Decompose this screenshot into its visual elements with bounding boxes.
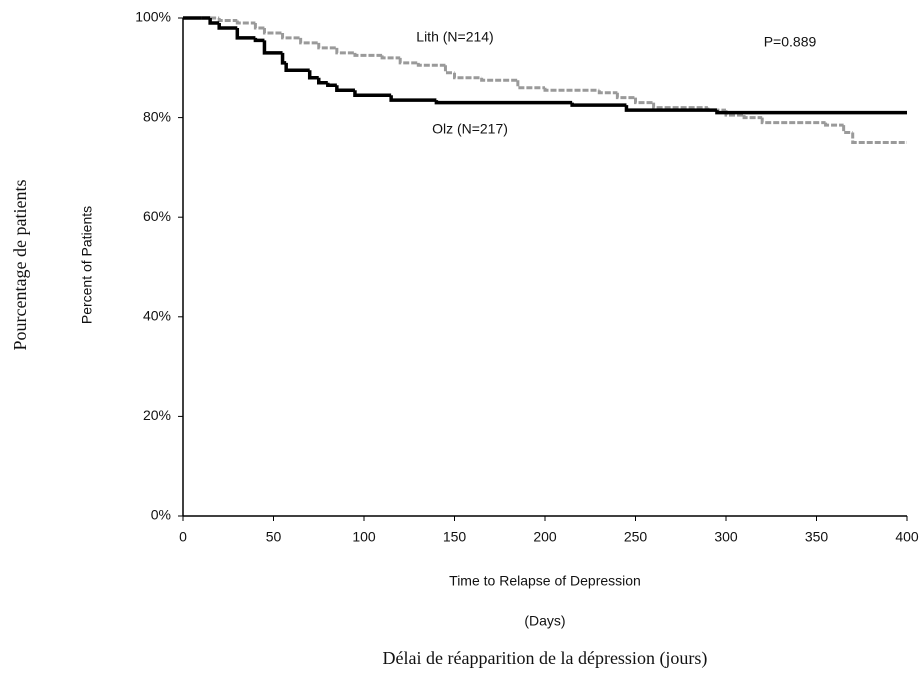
survival-step (208, 18, 220, 25)
survival-step (453, 72, 482, 80)
survival-step (624, 105, 717, 112)
x-tick-label: 100 (352, 529, 376, 545)
survival-step (851, 132, 907, 144)
survival-step (262, 40, 283, 55)
x-axis-unit: (Days) (524, 613, 565, 629)
survival-step (715, 110, 907, 115)
x-axis-title-outer: Délai de réapparition de la dépression (… (383, 648, 708, 669)
survival-step (516, 80, 545, 90)
survival-step (443, 65, 455, 75)
x-axis-title: Time to Relapse of Depression (449, 573, 641, 589)
survival-step (217, 18, 238, 22)
y-axis-title: Percent of Patients (79, 206, 95, 324)
survival-step (353, 52, 383, 57)
p-value: P=0.889 (764, 34, 817, 50)
x-tick-label: 400 (895, 529, 919, 545)
survival-step (597, 90, 618, 95)
survival-step (262, 27, 283, 35)
survival-step (416, 62, 446, 67)
survival-step (299, 37, 319, 45)
series-label: Olz (N=217) (432, 121, 508, 137)
survival-step (760, 117, 826, 125)
survival-step (398, 57, 419, 65)
survival-step (217, 22, 238, 30)
x-tick-label: 250 (624, 529, 648, 545)
survival-step (280, 52, 287, 65)
survival-step (543, 87, 600, 92)
y-tick-label: 100% (135, 9, 171, 25)
survival-step (634, 97, 654, 105)
y-tick-label: 40% (143, 308, 171, 324)
x-tick-label: 350 (805, 529, 829, 545)
survival-step (742, 115, 763, 120)
survival-step (235, 20, 256, 25)
survival-step (281, 32, 301, 40)
survival-step (335, 47, 355, 55)
y-tick-label: 80% (143, 108, 171, 124)
survival-step (326, 82, 337, 87)
y-axis-title-outer: Pourcentage de patients (10, 180, 30, 351)
survival-step (253, 37, 265, 43)
survival-step (380, 55, 401, 60)
survival-step (335, 85, 355, 92)
survival-step (652, 102, 708, 110)
x-tick-label: 150 (443, 529, 467, 545)
survival-step (235, 27, 256, 40)
survival-step (434, 100, 573, 105)
survival-step (842, 125, 853, 135)
survival-step (570, 102, 627, 107)
survival-step (317, 42, 337, 50)
y-tick-label: 0% (151, 507, 171, 523)
x-tick-label: 0 (179, 529, 187, 545)
survival-step (317, 77, 328, 85)
survival-step (480, 77, 518, 82)
survival-step (615, 92, 636, 100)
y-tick-label: 20% (143, 407, 171, 423)
x-tick-label: 50 (266, 529, 282, 545)
survival-step (284, 62, 310, 73)
y-tick-label: 60% (143, 208, 171, 224)
x-tick-label: 300 (714, 529, 738, 545)
survival-step (389, 95, 437, 102)
series-label: Lith (N=214) (416, 29, 493, 45)
survival-step (353, 90, 392, 97)
survival-step (824, 122, 844, 127)
x-tick-label: 200 (533, 529, 557, 545)
survival-step (253, 22, 265, 30)
survival-step (307, 70, 319, 80)
